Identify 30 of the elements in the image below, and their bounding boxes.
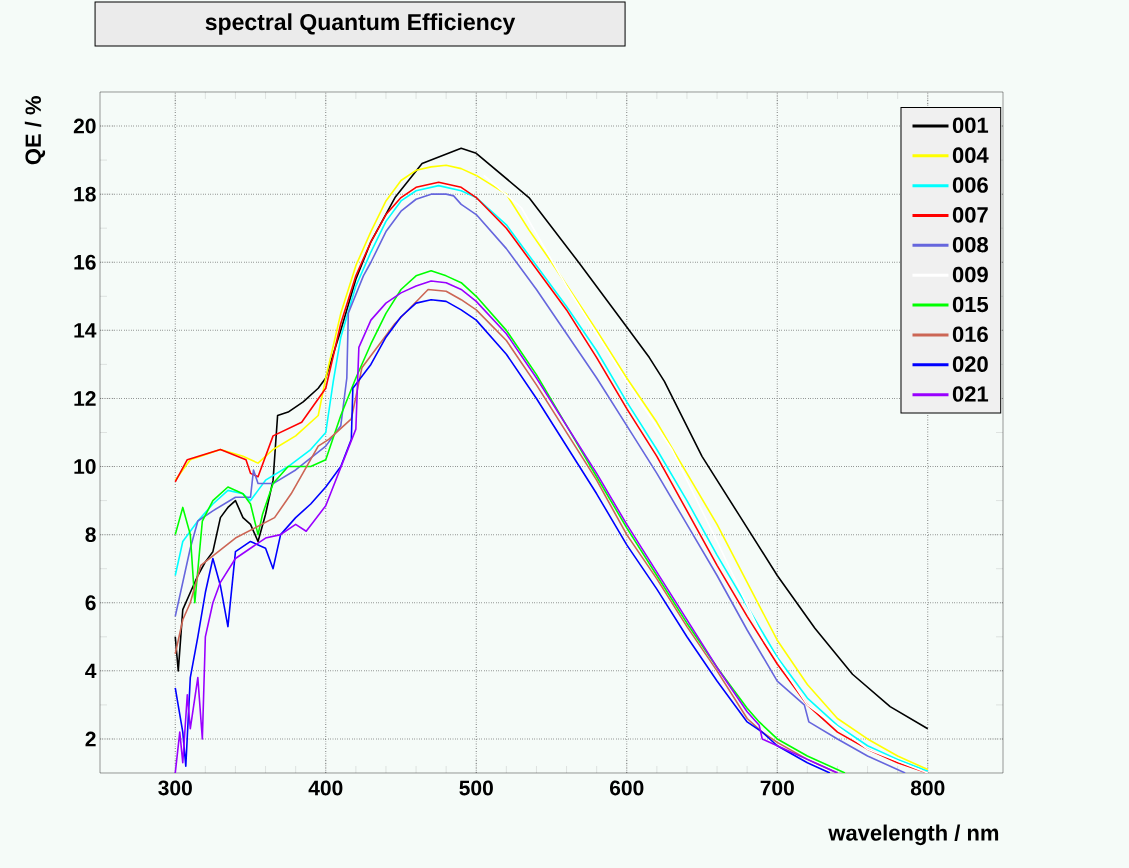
y-tick-label: 12 <box>74 391 96 406</box>
line-series <box>482 174 929 773</box>
y-tick-label: 18 <box>74 186 96 202</box>
legend-label: 001 <box>952 117 989 134</box>
x-tick-label: 600 <box>610 780 644 796</box>
legend-label: 009 <box>952 266 988 283</box>
legend-label: 020 <box>952 356 988 372</box>
x-tick-label: 400 <box>308 780 343 796</box>
legend-label: 016 <box>952 326 988 343</box>
y-tick-label: 16 <box>74 254 96 270</box>
y-axis-title: QE / % <box>24 96 46 165</box>
chart-title: spectral Quantum Efficiency <box>205 13 516 35</box>
y-tick-label: 20 <box>73 118 96 134</box>
legend-label: 007 <box>952 207 988 223</box>
legend-label: 015 <box>952 296 989 313</box>
x-tick-label: 500 <box>459 780 493 796</box>
y-tick-label: 10 <box>74 459 96 474</box>
x-tick-label: 800 <box>910 780 945 796</box>
legend-label: 008 <box>952 236 989 253</box>
y-tick-label: 14 <box>74 323 97 338</box>
x-tick-label: 300 <box>158 780 192 796</box>
y-tick-label: 6 <box>85 595 96 611</box>
y-tick-label: 4 <box>85 663 97 679</box>
x-tick-label: 700 <box>760 780 794 796</box>
legend-label: 021 <box>952 386 989 402</box>
legend-label: 004 <box>952 147 989 163</box>
legend-label: 006 <box>952 177 988 193</box>
y-tick-label: 2 <box>85 731 96 747</box>
y-tick-label: 8 <box>85 527 96 543</box>
x-axis-title: wavelength / nm <box>828 824 999 846</box>
